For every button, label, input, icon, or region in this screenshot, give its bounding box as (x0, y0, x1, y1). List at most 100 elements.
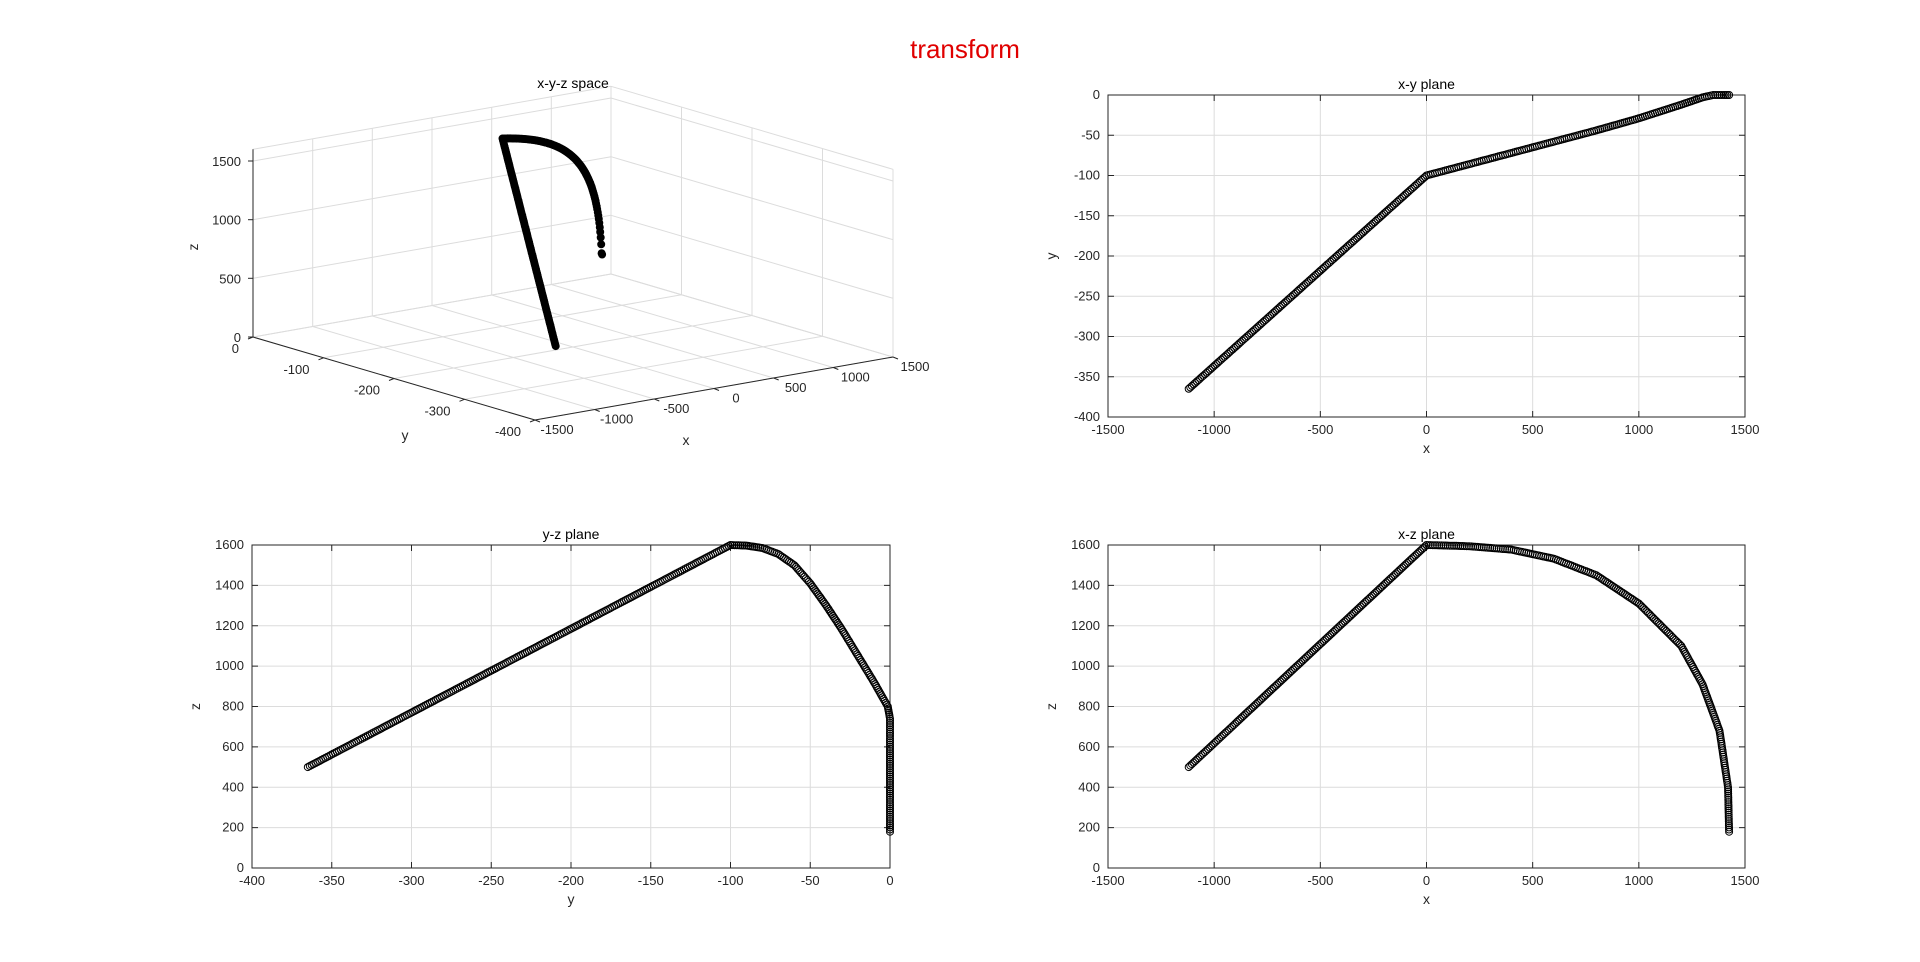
data-marker (597, 240, 606, 249)
chart-xy-plane: -1500 -1000 -500 0 500 1000 1500 0 -50 -100 -150 -2… (1043, 76, 1759, 456)
data-marker (1724, 789, 1733, 798)
data-marker (1724, 806, 1733, 815)
data-marker (1420, 542, 1429, 551)
x-axis-label: x (1423, 891, 1430, 907)
data-marker (598, 250, 607, 259)
data-marker (1724, 785, 1733, 794)
x-tick-label: -350 (319, 873, 345, 888)
x-tick-label: -500 (663, 401, 689, 416)
data-marker (1435, 541, 1444, 550)
x-tick-label: -1500 (1091, 422, 1124, 437)
data-marker (886, 747, 894, 756)
data-marker (1724, 793, 1733, 802)
chart-xyz-space: -1500 -1000 -500 0 500 1000 1500 0 -100 -200 -300 -… (185, 75, 929, 448)
x-tick-label: -1000 (1198, 422, 1231, 437)
y-tick-label: 200 (222, 820, 244, 835)
x-tick-mark-3d (833, 367, 839, 370)
y-tick-label: 200 (1078, 820, 1100, 835)
y-tick-label: 0 (1093, 87, 1100, 102)
grid-line-3d (464, 335, 823, 400)
data-marker (1428, 541, 1437, 550)
x-tick-mark-3d (773, 377, 779, 381)
data-marker (1439, 541, 1448, 550)
x-tick-label: -500 (1307, 873, 1333, 888)
data-marker (886, 806, 894, 815)
data-marker (1424, 541, 1433, 550)
y-tick-label: 600 (1078, 739, 1100, 754)
data-marker (886, 755, 894, 764)
y-tick-label: -350 (1074, 369, 1100, 384)
y-tick-mark-3d (529, 419, 536, 423)
data-marker (886, 795, 894, 804)
y-axis-label: z (1043, 703, 1059, 710)
grid-line-3d (610, 156, 894, 241)
x-tick-label: 1500 (901, 359, 930, 374)
x-tick-label: -1000 (1198, 873, 1231, 888)
y-tick-label: 1000 (1071, 658, 1100, 673)
y-tick-label: -400 (1074, 409, 1100, 424)
data-marker (886, 825, 894, 834)
data-marker (886, 812, 894, 821)
data-marker (1725, 827, 1734, 836)
data-marker (1725, 825, 1733, 834)
x-tick-label: 1500 (1731, 873, 1760, 888)
data-marker (886, 804, 894, 813)
z-tick-label: 500 (219, 271, 241, 286)
data-marker (886, 776, 894, 785)
x-tick-label: -400 (239, 873, 265, 888)
y-tick-label: 400 (222, 779, 244, 794)
chart-title: x-z plane (1398, 526, 1455, 542)
data-marker (596, 233, 605, 242)
x-tick-mark-3d (892, 356, 899, 360)
chart-xz-plane: -1500 -1000 -500 0 500 1000 1500 0 200 400 600 800 1… (1043, 526, 1759, 907)
x-tick-label: -300 (398, 873, 424, 888)
data-marker (1445, 541, 1454, 550)
data-marker (1709, 91, 1718, 99)
data-marker (1715, 91, 1724, 99)
y-tick-label: -50 (1081, 127, 1100, 142)
y-tick-label: -100 (1074, 168, 1100, 183)
data-marker (886, 740, 894, 749)
figure-title: transform (910, 34, 1020, 64)
chart-title: x-y plane (1398, 76, 1455, 92)
data-marker (1450, 541, 1459, 550)
x-tick-label: 1000 (1624, 422, 1653, 437)
z-tick-label: 1500 (212, 154, 241, 169)
data-marker (886, 810, 894, 819)
data-marker (886, 787, 894, 796)
data-marker (882, 700, 891, 709)
data-marker (1454, 541, 1463, 550)
data-marker (1724, 795, 1733, 804)
z-tick-label: 0 (234, 330, 241, 345)
grid-line-3d (252, 214, 612, 279)
data-marker (886, 751, 894, 760)
data-marker (1462, 542, 1471, 551)
x-tick-mark-3d (534, 419, 541, 423)
y-tick-label: 1400 (1071, 577, 1100, 592)
data-marker (1443, 541, 1452, 550)
data-marker (886, 798, 894, 807)
data-marker (886, 817, 894, 826)
x-tick-label: -250 (478, 873, 504, 888)
x-tick-label: -500 (1307, 422, 1333, 437)
data-marker (730, 541, 739, 550)
grid-line-3d (252, 97, 612, 162)
x-tick-label: -50 (801, 873, 820, 888)
data-marker (1490, 544, 1499, 553)
data-marker (1724, 810, 1733, 819)
data-marker (886, 757, 894, 766)
data-marker (1725, 823, 1733, 832)
data-marker (886, 774, 894, 783)
data-marker (886, 753, 894, 762)
data-marker (886, 764, 894, 773)
x-tick-label: 1000 (841, 370, 870, 385)
data-marker (886, 781, 894, 790)
y-tick-label: -100 (283, 362, 309, 377)
data-marker (886, 815, 894, 823)
data-marker (738, 541, 747, 550)
y-tick-label: -300 (1074, 329, 1100, 344)
data-marker (886, 802, 894, 811)
x-axis-label: x (683, 432, 690, 448)
y-tick-label: 1200 (1071, 618, 1100, 633)
chart-title: x-y-z space (537, 75, 609, 91)
